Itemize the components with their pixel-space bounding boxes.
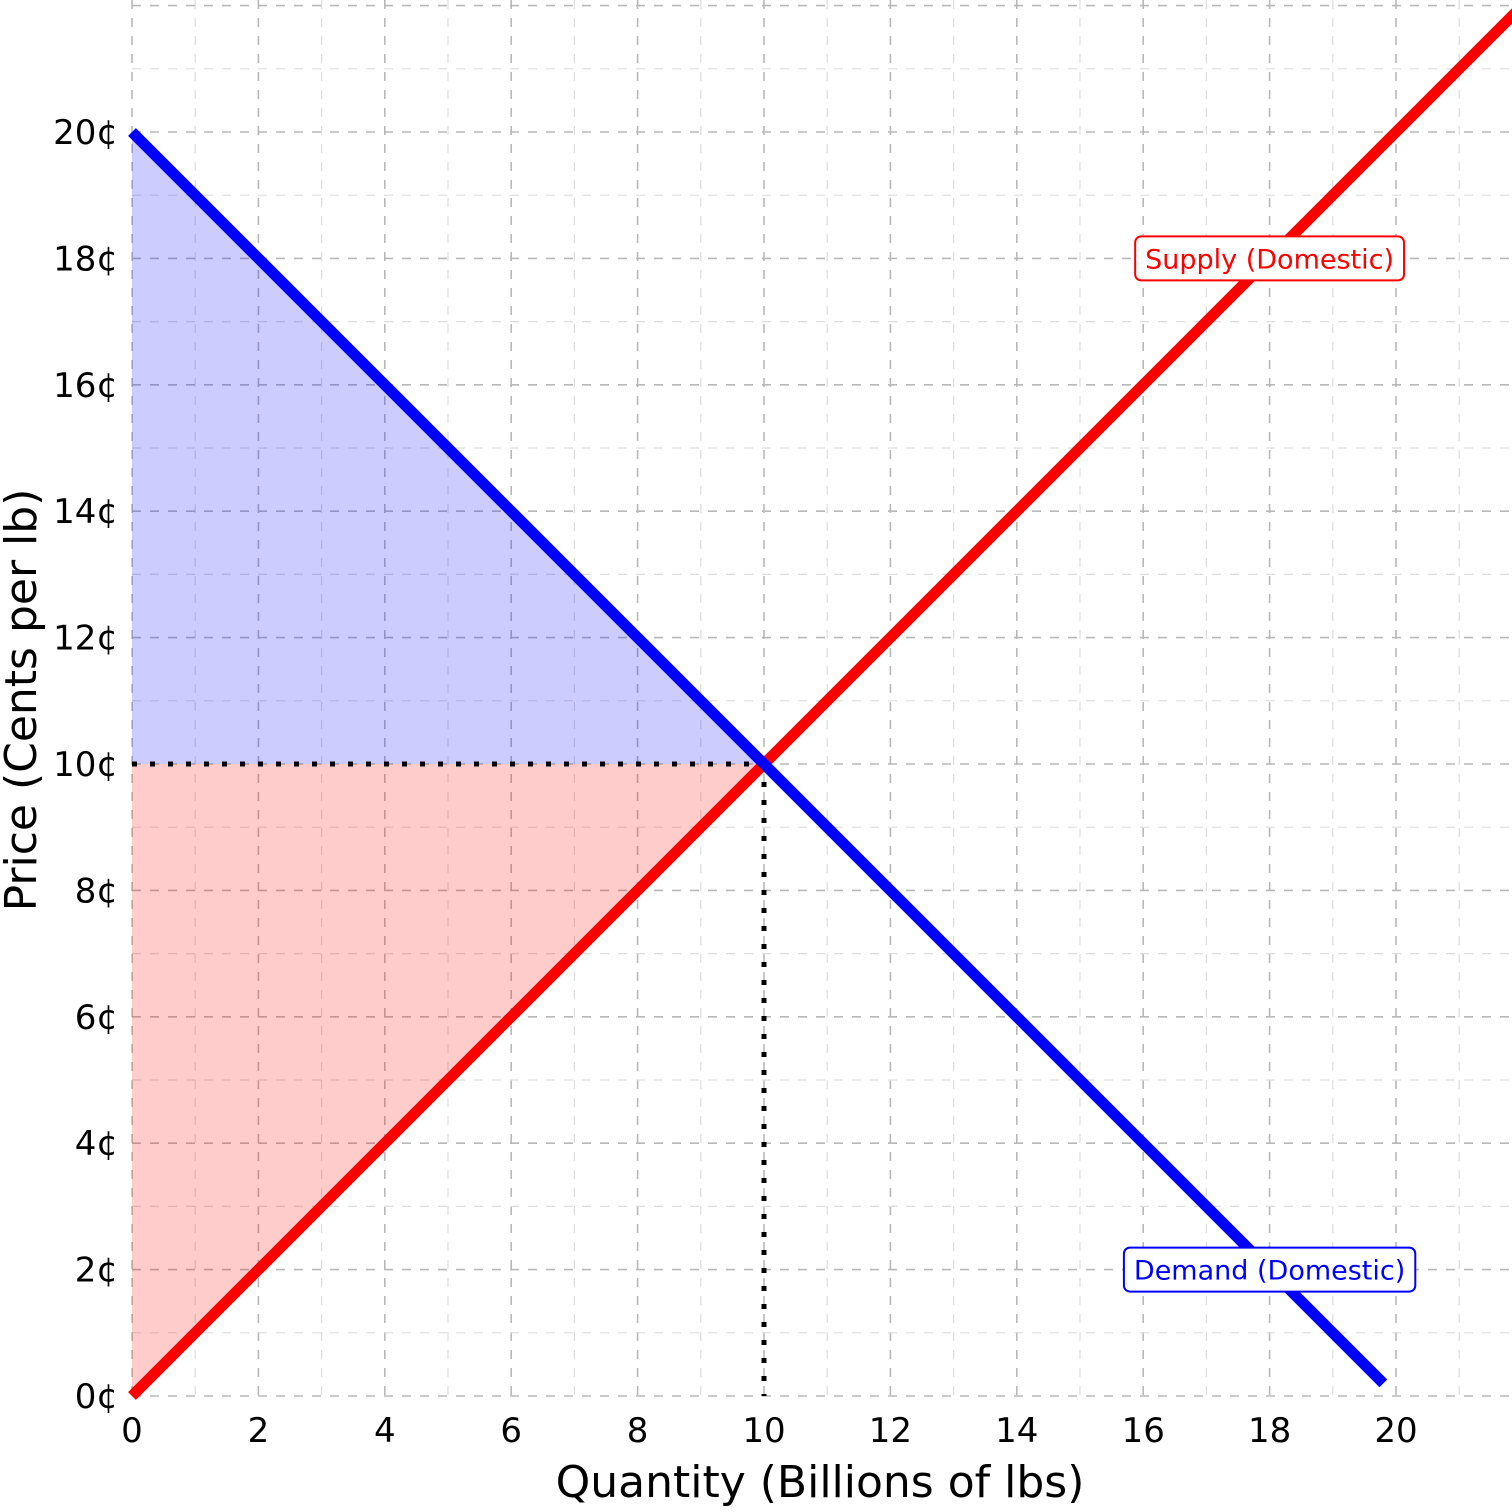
y-tick-label: 12¢: [53, 619, 118, 659]
y-tick-label: 2¢: [75, 1251, 118, 1291]
x-tick-label: 0: [121, 1411, 143, 1451]
y-tick-label: 16¢: [53, 366, 118, 406]
x-tick-label: 12: [869, 1411, 912, 1451]
curve-label-text: Supply (Domestic): [1145, 244, 1394, 275]
y-tick-label: 0¢: [75, 1377, 118, 1417]
x-axis-title: Quantity (Billions of lbs): [556, 1457, 1085, 1508]
x-tick-label: 8: [627, 1411, 649, 1451]
supply-label: Supply (Domestic): [1134, 235, 1406, 282]
equilibrium-guides: [132, 761, 767, 1396]
x-tick-label: 4: [374, 1411, 396, 1451]
demand-curve: [128, 128, 1388, 1388]
curve-labels: Supply (Domestic) Demand (Domestic): [1122, 235, 1417, 1293]
y-tick-label: 8¢: [75, 871, 118, 911]
x-tick-label: 16: [1122, 1411, 1165, 1451]
curve-label-box: [1122, 1246, 1417, 1293]
y-tick-label: 6¢: [75, 998, 118, 1038]
x-tick-label: 20: [1374, 1411, 1417, 1451]
x-tick-label: 6: [500, 1411, 522, 1451]
demand-label: Demand (Domestic): [1122, 1246, 1417, 1293]
y-tick-label: 4¢: [75, 1124, 118, 1164]
x-tick-label: 14: [995, 1411, 1038, 1451]
tick-labels: 0 2 4 6 8 10 12 14 16 18 20 0¢ 2¢ 4¢ 6¢ 8¢ 10¢ 12¢ 14¢ 16¢ 1…: [53, 113, 1418, 1451]
x-tick-label: 18: [1248, 1411, 1291, 1451]
curve-label-box: [1134, 235, 1406, 282]
curve-label-text: Demand (Domestic): [1134, 1256, 1405, 1287]
x-tick-label: 2: [248, 1411, 270, 1451]
y-axis-title: Price (Cents per lb): [0, 489, 47, 912]
y-tick-label: 14¢: [53, 492, 118, 532]
x-tick-label: 10: [742, 1411, 785, 1451]
y-tick-label: 18¢: [53, 239, 118, 279]
y-tick-label: 10¢: [53, 745, 118, 785]
y-tick-label: 20¢: [53, 113, 118, 153]
